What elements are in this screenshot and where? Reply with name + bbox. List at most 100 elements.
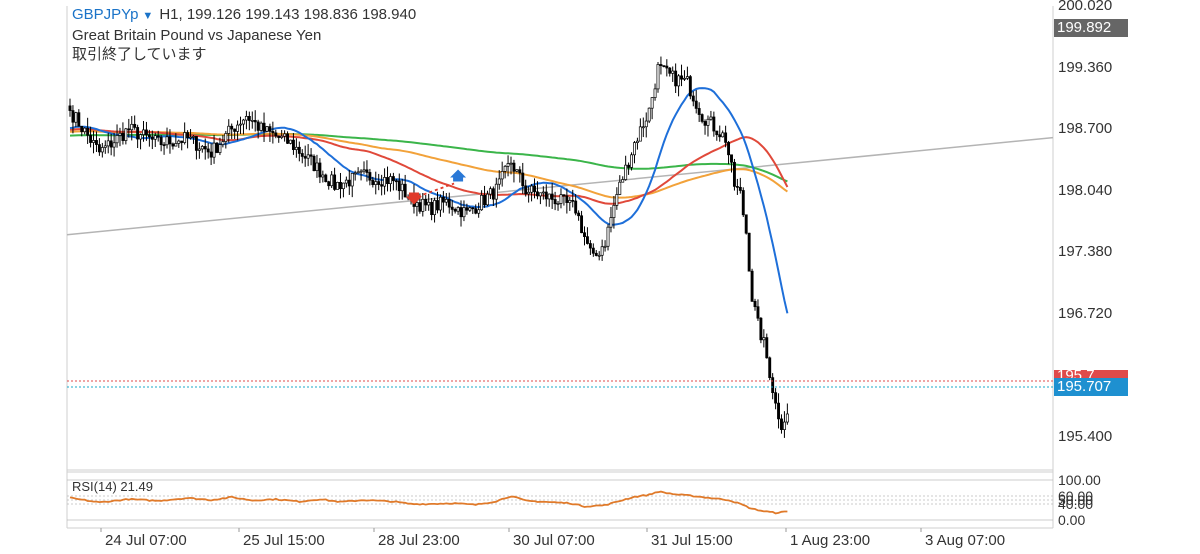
bear-candle [585,236,589,244]
symbol-line: GBPJPYp ▼ H1, 199.126 199.143 198.836 198.… [72,6,416,25]
bull-candle [197,148,201,151]
bear-candle [697,108,701,115]
bull-candle [250,120,254,122]
rsi-level-label: 40.00 [1058,496,1094,512]
bear-candle [291,139,295,150]
bear-candle [230,125,234,130]
bull-candle [294,146,298,150]
bear-candle [150,136,154,140]
bull-candle [618,181,622,195]
bull-candle [177,140,181,144]
bear-candle [703,121,707,126]
bear-candle [447,199,451,208]
bear-candle [521,172,525,187]
bear-candle [577,212,581,217]
bull-candle [456,207,460,212]
bear-candle [688,76,692,97]
bear-candle [741,190,745,216]
bull-candle [153,135,157,140]
bear-candle [312,155,316,171]
bull-candle [106,140,110,147]
bull-candle [677,75,681,87]
bull-candle [383,177,387,187]
bull-candle [130,123,134,131]
bear-candle [159,136,163,146]
bear-candle [186,132,190,139]
bear-candle [553,199,557,205]
bear-candle [68,105,72,111]
bear-candle [277,135,281,138]
bear-candle [297,146,301,154]
bear-candle [253,120,257,123]
bear-candle [256,121,260,131]
bear-candle [765,337,769,359]
bear-candle [77,112,81,127]
bear-candle [394,180,398,183]
bear-candle [512,162,516,172]
chart-frame [66,6,1054,532]
bear-candle [168,136,172,145]
bull-candle [353,172,357,175]
price-lines [67,380,1053,388]
bear-candle [680,75,683,80]
price-tick-label: 200.020 [1058,0,1113,14]
bear-candle [377,181,381,185]
bull-candle [389,176,392,185]
bear-candle [274,132,278,137]
bear-candle [127,128,131,131]
bear-candle [544,191,548,200]
bull-candle [374,181,378,185]
bull-candle [265,126,269,132]
bull-candle [644,120,648,128]
bull-candle [633,142,636,156]
bear-candle [459,207,463,218]
bull-candle [359,170,363,173]
trade-signals[interactable] [405,169,467,205]
price-tick-label: 198.040 [1058,181,1113,199]
bear-candle [300,153,304,157]
bull-candle [650,97,654,109]
bear-candle [524,185,528,195]
time-tick-label: 28 Jul 23:00 [378,532,460,549]
bear-candle [732,161,736,187]
bull-candle [124,128,128,141]
triangle-down-icon[interactable]: ▼ [142,10,154,22]
bear-candle [203,146,207,150]
rsi-line [69,490,788,515]
bear-candle [450,206,454,210]
bull-candle [315,162,319,171]
bear-candle [339,181,342,190]
bear-candle [194,136,198,151]
bull-candle [212,142,216,158]
bull-candle [321,174,325,178]
ma-red-line [69,127,789,205]
bear-candle [347,179,351,187]
bear-candle [133,123,137,128]
bull-candle [785,413,789,423]
time-tick-label: 3 Aug 07:00 [925,532,1006,549]
bear-candle [738,186,742,191]
symbol-name[interactable]: GBPJPYp [72,6,139,23]
bull-candle [139,134,143,140]
bull-candle [556,203,560,205]
bull-candle [603,245,607,248]
bull-candle [192,136,195,138]
bear-candle [750,270,754,302]
bull-candle [568,200,572,203]
bull-candle [515,169,519,172]
bear-candle [268,126,272,132]
bear-candle [318,162,322,178]
bear-candle [365,169,369,173]
bear-candle [571,200,575,202]
bear-candle [771,377,775,393]
rsi-label: RSI(14) 21.49 [72,479,153,494]
bull-candle [500,171,504,180]
bull-candle [427,201,431,206]
bull-candle [762,337,766,341]
price-tick-label: 196.720 [1058,305,1113,323]
bear-candle [465,207,469,211]
bear-candle [453,209,457,212]
bull-candle [606,226,610,247]
